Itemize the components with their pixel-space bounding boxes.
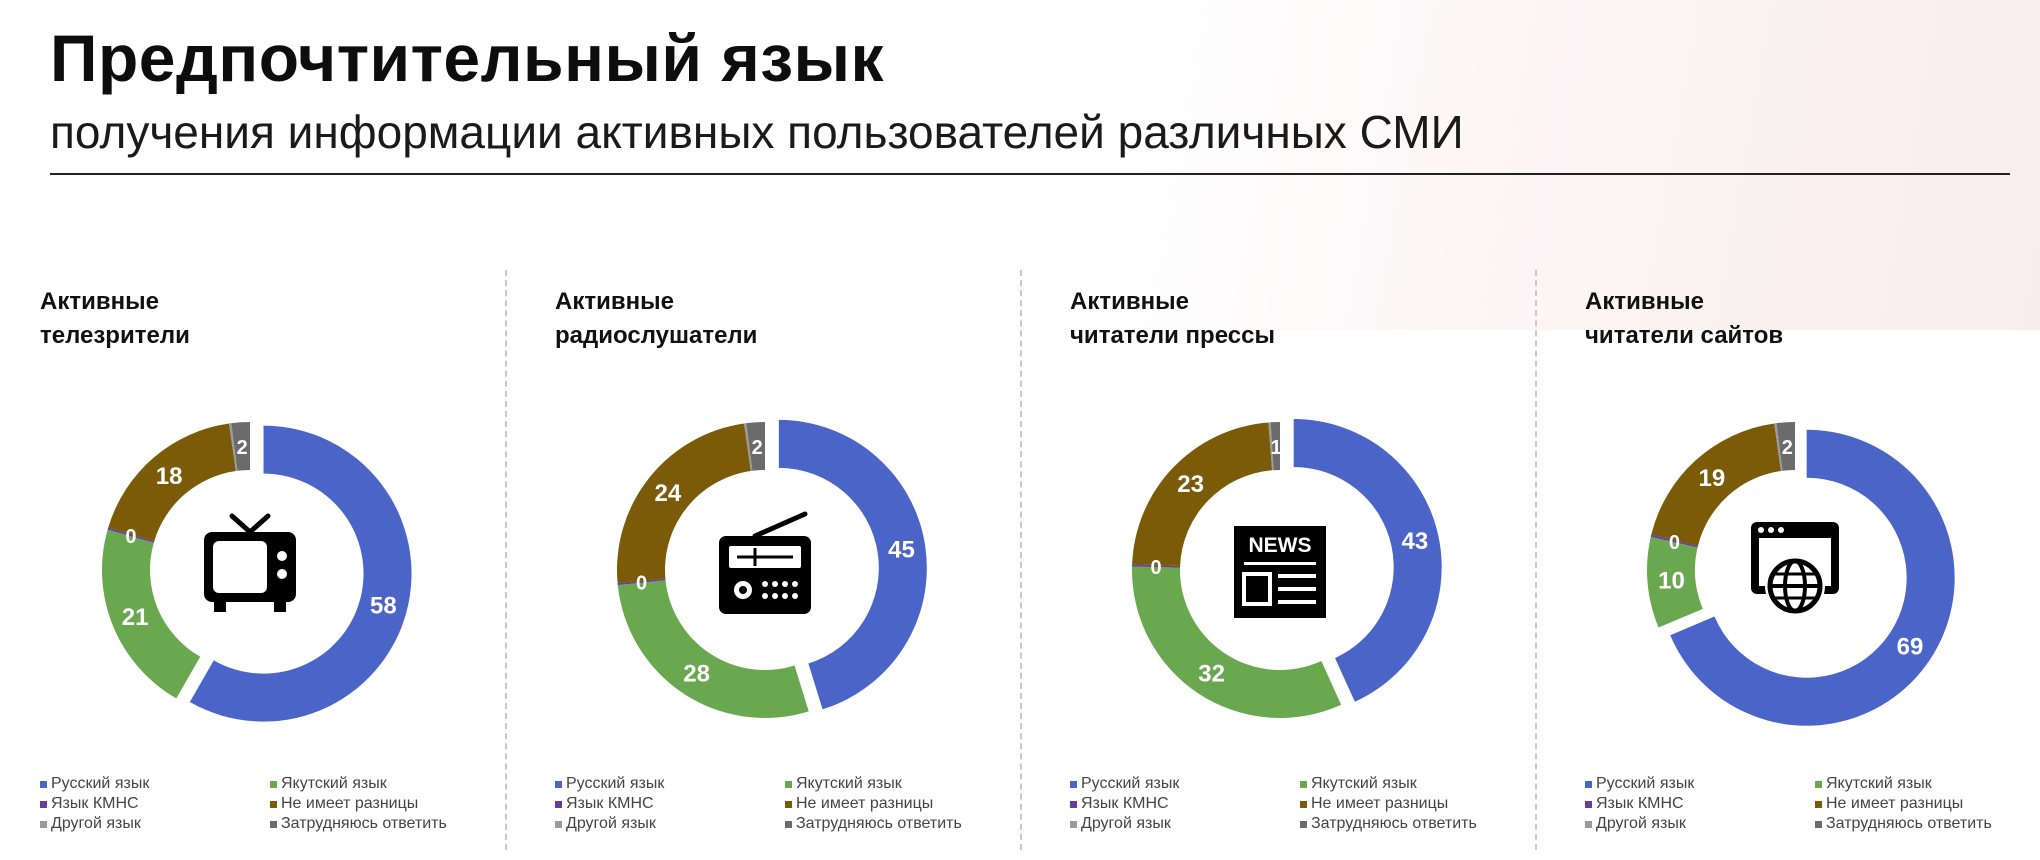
chart-legend: Русский язык Якутский язык Язык КМНС Не …	[1585, 775, 2040, 833]
slice-value-label: 0	[1150, 557, 1161, 579]
legend-item: Не имеет разницы	[1815, 795, 2040, 813]
chart-panel-tv: Активные телезрители 58 21 0 18 2 Русский яз…	[0, 270, 510, 855]
legend-item: Затрудняюсь ответить	[1815, 815, 2040, 833]
chart-panel-press: Активные читатели прессы 43 32 0 23 1 NEWS Р…	[1030, 270, 1540, 855]
chart-panel-websites: Активные читатели сайтов 69 10 0 19 2 Русски…	[1545, 270, 2040, 855]
slice-value-label: 23	[1177, 471, 1204, 498]
slice-value-label: 28	[683, 660, 710, 687]
legend-item: Якутский язык	[785, 775, 1015, 793]
donut-chart: 45 28 0 24 2	[617, 419, 927, 718]
radio-icon	[719, 511, 811, 614]
donut-slice	[617, 578, 666, 586]
slice-value-label: 0	[125, 526, 136, 548]
legend-item: Затрудняюсь ответить	[270, 815, 500, 833]
donut-slice	[1651, 423, 1781, 547]
donut-slice	[229, 423, 238, 472]
donut-slice	[1670, 429, 1955, 726]
chart-legend: Русский язык Якутский язык Язык КМНС Не …	[1070, 775, 1530, 833]
legend-item: Язык КМНС	[555, 795, 785, 813]
page-title: Предпочтительный язык	[50, 21, 884, 95]
legend-item: Русский язык	[40, 775, 270, 793]
slice-value-label: 58	[370, 593, 397, 620]
donut-slice	[1132, 422, 1273, 567]
legend-item: Язык КМНС	[40, 795, 270, 813]
donut-slice	[1293, 419, 1442, 702]
legend-item: Якутский язык	[1300, 775, 1530, 793]
donut-slice	[744, 423, 753, 472]
header-rule	[50, 173, 2010, 175]
slice-value-label: 2	[752, 437, 763, 459]
legend-item: Язык КМНС	[1585, 795, 1815, 813]
legend-item: Не имеет разницы	[785, 795, 1015, 813]
chart-panel-radio: Активные радиослушатели 45 28 0 24 2 Русский…	[515, 270, 1025, 855]
donut-slice	[108, 423, 236, 542]
legend-item: Другой язык	[1585, 815, 1815, 833]
legend-item: Затрудняюсь ответить	[1300, 815, 1530, 833]
legend-item: Русский язык	[1070, 775, 1300, 793]
donut-slice	[617, 580, 809, 718]
slice-value-label: 69	[1897, 633, 1924, 660]
slice-value-label: 45	[888, 536, 915, 563]
donut-slice	[1776, 422, 1795, 471]
slice-value-label: 10	[1658, 568, 1685, 595]
legend-item: Не имеет разницы	[1300, 795, 1530, 813]
donut-slice	[1132, 566, 1342, 718]
panel-title: Активные телезрители	[40, 288, 190, 349]
donut-slice	[231, 422, 250, 471]
chart-legend: Русский язык Якутский язык Язык КМНС Не …	[40, 775, 500, 833]
slice-value-label: 2	[1782, 437, 1793, 459]
legend-item: Якутский язык	[1815, 775, 2040, 793]
slice-value-label: 21	[122, 604, 149, 631]
slice-value-label: 32	[1198, 660, 1225, 687]
legend-item: Другой язык	[1070, 815, 1300, 833]
legend-item: Не имеет разницы	[270, 795, 500, 813]
website-globe-icon	[1751, 522, 1839, 616]
slice-value-label: 18	[156, 463, 183, 490]
page-subtitle: получения информации активных пользовате…	[50, 106, 1464, 158]
slice-value-label: 43	[1402, 528, 1429, 555]
donut-chart: 69 10 0 19 2	[1647, 422, 1955, 726]
panel-title: Активные радиослушатели	[555, 288, 758, 349]
donut-chart: 43 32 0 23 1 NEWS	[1132, 419, 1442, 718]
legend-item: Другой язык	[555, 815, 785, 833]
donut-slice	[1650, 534, 1698, 548]
donut-slice	[1132, 564, 1181, 568]
donut-slice	[1647, 536, 1703, 628]
donut-slice	[617, 423, 751, 583]
slice-value-label: 0	[636, 573, 647, 595]
panel-title: Активные читатели сайтов	[1585, 288, 1784, 349]
slice-value-label: 19	[1699, 465, 1726, 492]
legend-item: Русский язык	[1585, 775, 1815, 793]
donut-slice	[189, 425, 412, 722]
donut-slice	[778, 419, 927, 710]
donut-slice	[102, 529, 201, 699]
legend-item: Якутский язык	[270, 775, 500, 793]
panel-title: Активные читатели прессы	[1070, 288, 1275, 349]
svg-text:NEWS: NEWS	[1249, 534, 1312, 557]
slice-value-label: 24	[655, 480, 682, 507]
donut-slice	[1268, 422, 1274, 471]
panel-divider	[1535, 270, 1537, 850]
donut-slice	[107, 527, 155, 543]
slice-value-label: 1	[1271, 437, 1282, 459]
slice-value-label: 0	[1669, 532, 1680, 554]
slice-value-label: 2	[237, 437, 248, 459]
panel-divider	[1020, 270, 1022, 850]
tv-icon	[204, 513, 296, 612]
legend-item: Другой язык	[40, 815, 270, 833]
panel-divider	[505, 270, 507, 850]
legend-item: Русский язык	[555, 775, 785, 793]
chart-legend: Русский язык Якутский язык Язык КМНС Не …	[555, 775, 1015, 833]
newspaper-icon: NEWS	[1234, 526, 1326, 618]
donut-chart: 58 21 0 18 2	[102, 422, 412, 722]
donut-slice	[1270, 422, 1280, 471]
legend-item: Язык КМНС	[1070, 795, 1300, 813]
donut-slice	[1774, 423, 1783, 471]
legend-item: Затрудняюсь ответить	[785, 815, 1015, 833]
donut-slice	[746, 422, 765, 471]
